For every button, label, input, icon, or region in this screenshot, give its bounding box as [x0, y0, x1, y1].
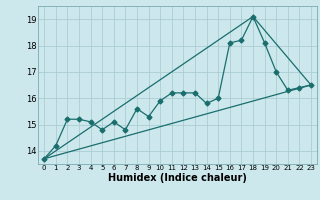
X-axis label: Humidex (Indice chaleur): Humidex (Indice chaleur) — [108, 173, 247, 183]
